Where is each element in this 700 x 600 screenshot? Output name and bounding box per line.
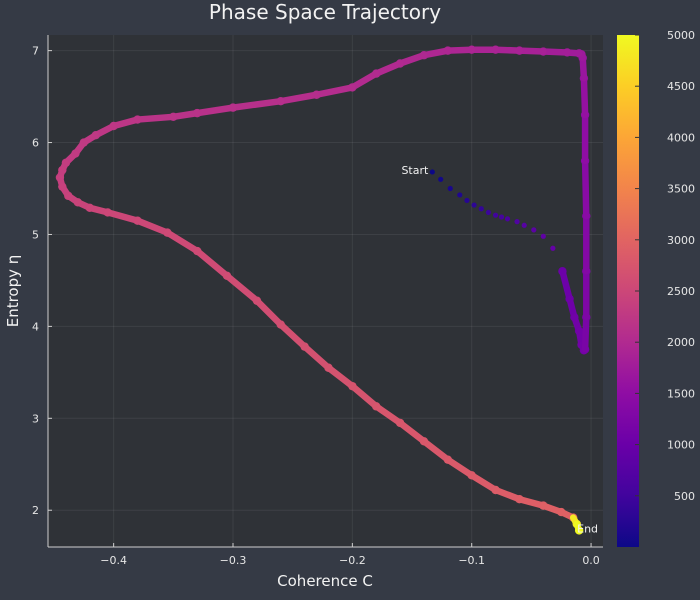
y-tick-label: 7 [32, 45, 39, 58]
trajectory-point [485, 209, 492, 216]
x-ticks: −0.4 −0.3 −0.2 −0.1 0.0 [100, 543, 600, 567]
trajectory-segment [104, 209, 141, 224]
colorbar [617, 35, 639, 547]
trajectory-segment [193, 247, 231, 280]
colorbar-tick-label: 4000 [667, 131, 695, 144]
trajectory-segment [492, 486, 523, 503]
x-tick-label: 0.0 [582, 554, 600, 567]
trajectory-segment [372, 403, 404, 427]
colorbar-tick-label: 2000 [667, 336, 695, 349]
trajectory-segment [396, 419, 428, 445]
trajectory-segment [444, 456, 475, 479]
trajectory-point [531, 227, 537, 233]
trajectory-point [471, 202, 477, 208]
trajectory-segment [349, 70, 380, 91]
trajectory-segment [516, 495, 547, 509]
y-tick-label: 4 [32, 320, 39, 333]
trajectory-segment [193, 104, 237, 117]
trajectory-segment [581, 157, 590, 220]
trajectory-segment [579, 54, 588, 82]
trajectory-segment [164, 229, 201, 255]
y-axis-label: Entropy η [4, 255, 22, 328]
annotation-label: Start [401, 164, 429, 177]
trajectory-segment [277, 321, 308, 350]
trajectory-segment [134, 113, 177, 123]
trajectory-point [478, 206, 484, 212]
trajectory-point [457, 192, 463, 198]
trajectory-segment [349, 382, 380, 410]
trajectory-point [521, 222, 527, 228]
trajectory-segment [325, 364, 356, 390]
y-tick-label: 6 [32, 137, 39, 150]
trajectory-segment [170, 109, 201, 121]
axes [47, 35, 603, 548]
trajectory-segment [420, 438, 452, 463]
trajectory-point [464, 197, 470, 204]
colorbar-tick-label: 3000 [667, 234, 695, 247]
trajectory-segment [580, 74, 589, 119]
y-tick-label: 3 [32, 412, 39, 425]
trajectory-segment [516, 47, 547, 55]
trajectory-point [550, 245, 556, 251]
y-tick-label: 5 [32, 228, 39, 241]
trajectory-segment [396, 51, 428, 67]
trajectory-point [504, 216, 511, 222]
trajectory-point [492, 212, 499, 218]
y-ticks: 2 3 4 5 6 7 [32, 45, 52, 517]
x-tick-label: −0.3 [220, 554, 247, 567]
trajectory-segment [134, 217, 171, 236]
trajectory-segment [444, 46, 475, 54]
trajectory-point [447, 185, 453, 192]
trajectory-segment [301, 343, 332, 372]
trajectory-point [429, 169, 435, 175]
chart-title: Phase Space Trajectory [209, 0, 441, 24]
y-tick-label: 2 [32, 504, 39, 517]
colorbar-tick-label: 2500 [667, 285, 695, 298]
trajectory-point [438, 176, 444, 182]
trajectory-segment [540, 48, 571, 56]
trajectory-segment [372, 60, 404, 77]
colorbar-tick-label: 1500 [667, 387, 695, 400]
trajectory-point [498, 214, 505, 220]
trajectory-point [514, 218, 520, 225]
trajectory-segment [229, 97, 284, 111]
x-axis-label: Coherence C [277, 572, 373, 590]
annotations: Start End [401, 164, 598, 535]
x-tick-label: −0.4 [100, 554, 127, 567]
trajectory-segment [420, 47, 452, 59]
trajectory-segment [313, 84, 356, 98]
colorbar-tick-label: 5000 [667, 29, 695, 42]
trajectory-point [540, 233, 546, 239]
colorbar-tick-label: 1000 [667, 439, 695, 452]
colorbar-tick-label: 4500 [667, 80, 695, 93]
colorbar-tick-label: 500 [674, 490, 695, 503]
trajectory-segment [492, 46, 523, 54]
trajectory-segment [581, 313, 590, 353]
trajectory-segment [223, 272, 261, 304]
colorbar-tick-label: 3500 [667, 183, 695, 196]
trajectory-segment [468, 472, 499, 494]
plot-area [48, 35, 603, 547]
x-tick-label: −0.2 [339, 554, 366, 567]
trajectory-points [55, 45, 591, 535]
annotation-label: End [577, 523, 598, 536]
trajectory-segment [559, 267, 573, 303]
trajectory-segment [92, 122, 117, 139]
trajectory-segment [277, 91, 320, 105]
trajectory-segment [253, 297, 284, 328]
x-tick-label: −0.1 [458, 554, 485, 567]
trajectory-segment [110, 116, 141, 130]
colorbar-ticks: 500 1000 1500 2000 2500 3000 3500 4000 4500 5000 [635, 29, 695, 503]
trajectory-segment [573, 520, 583, 534]
